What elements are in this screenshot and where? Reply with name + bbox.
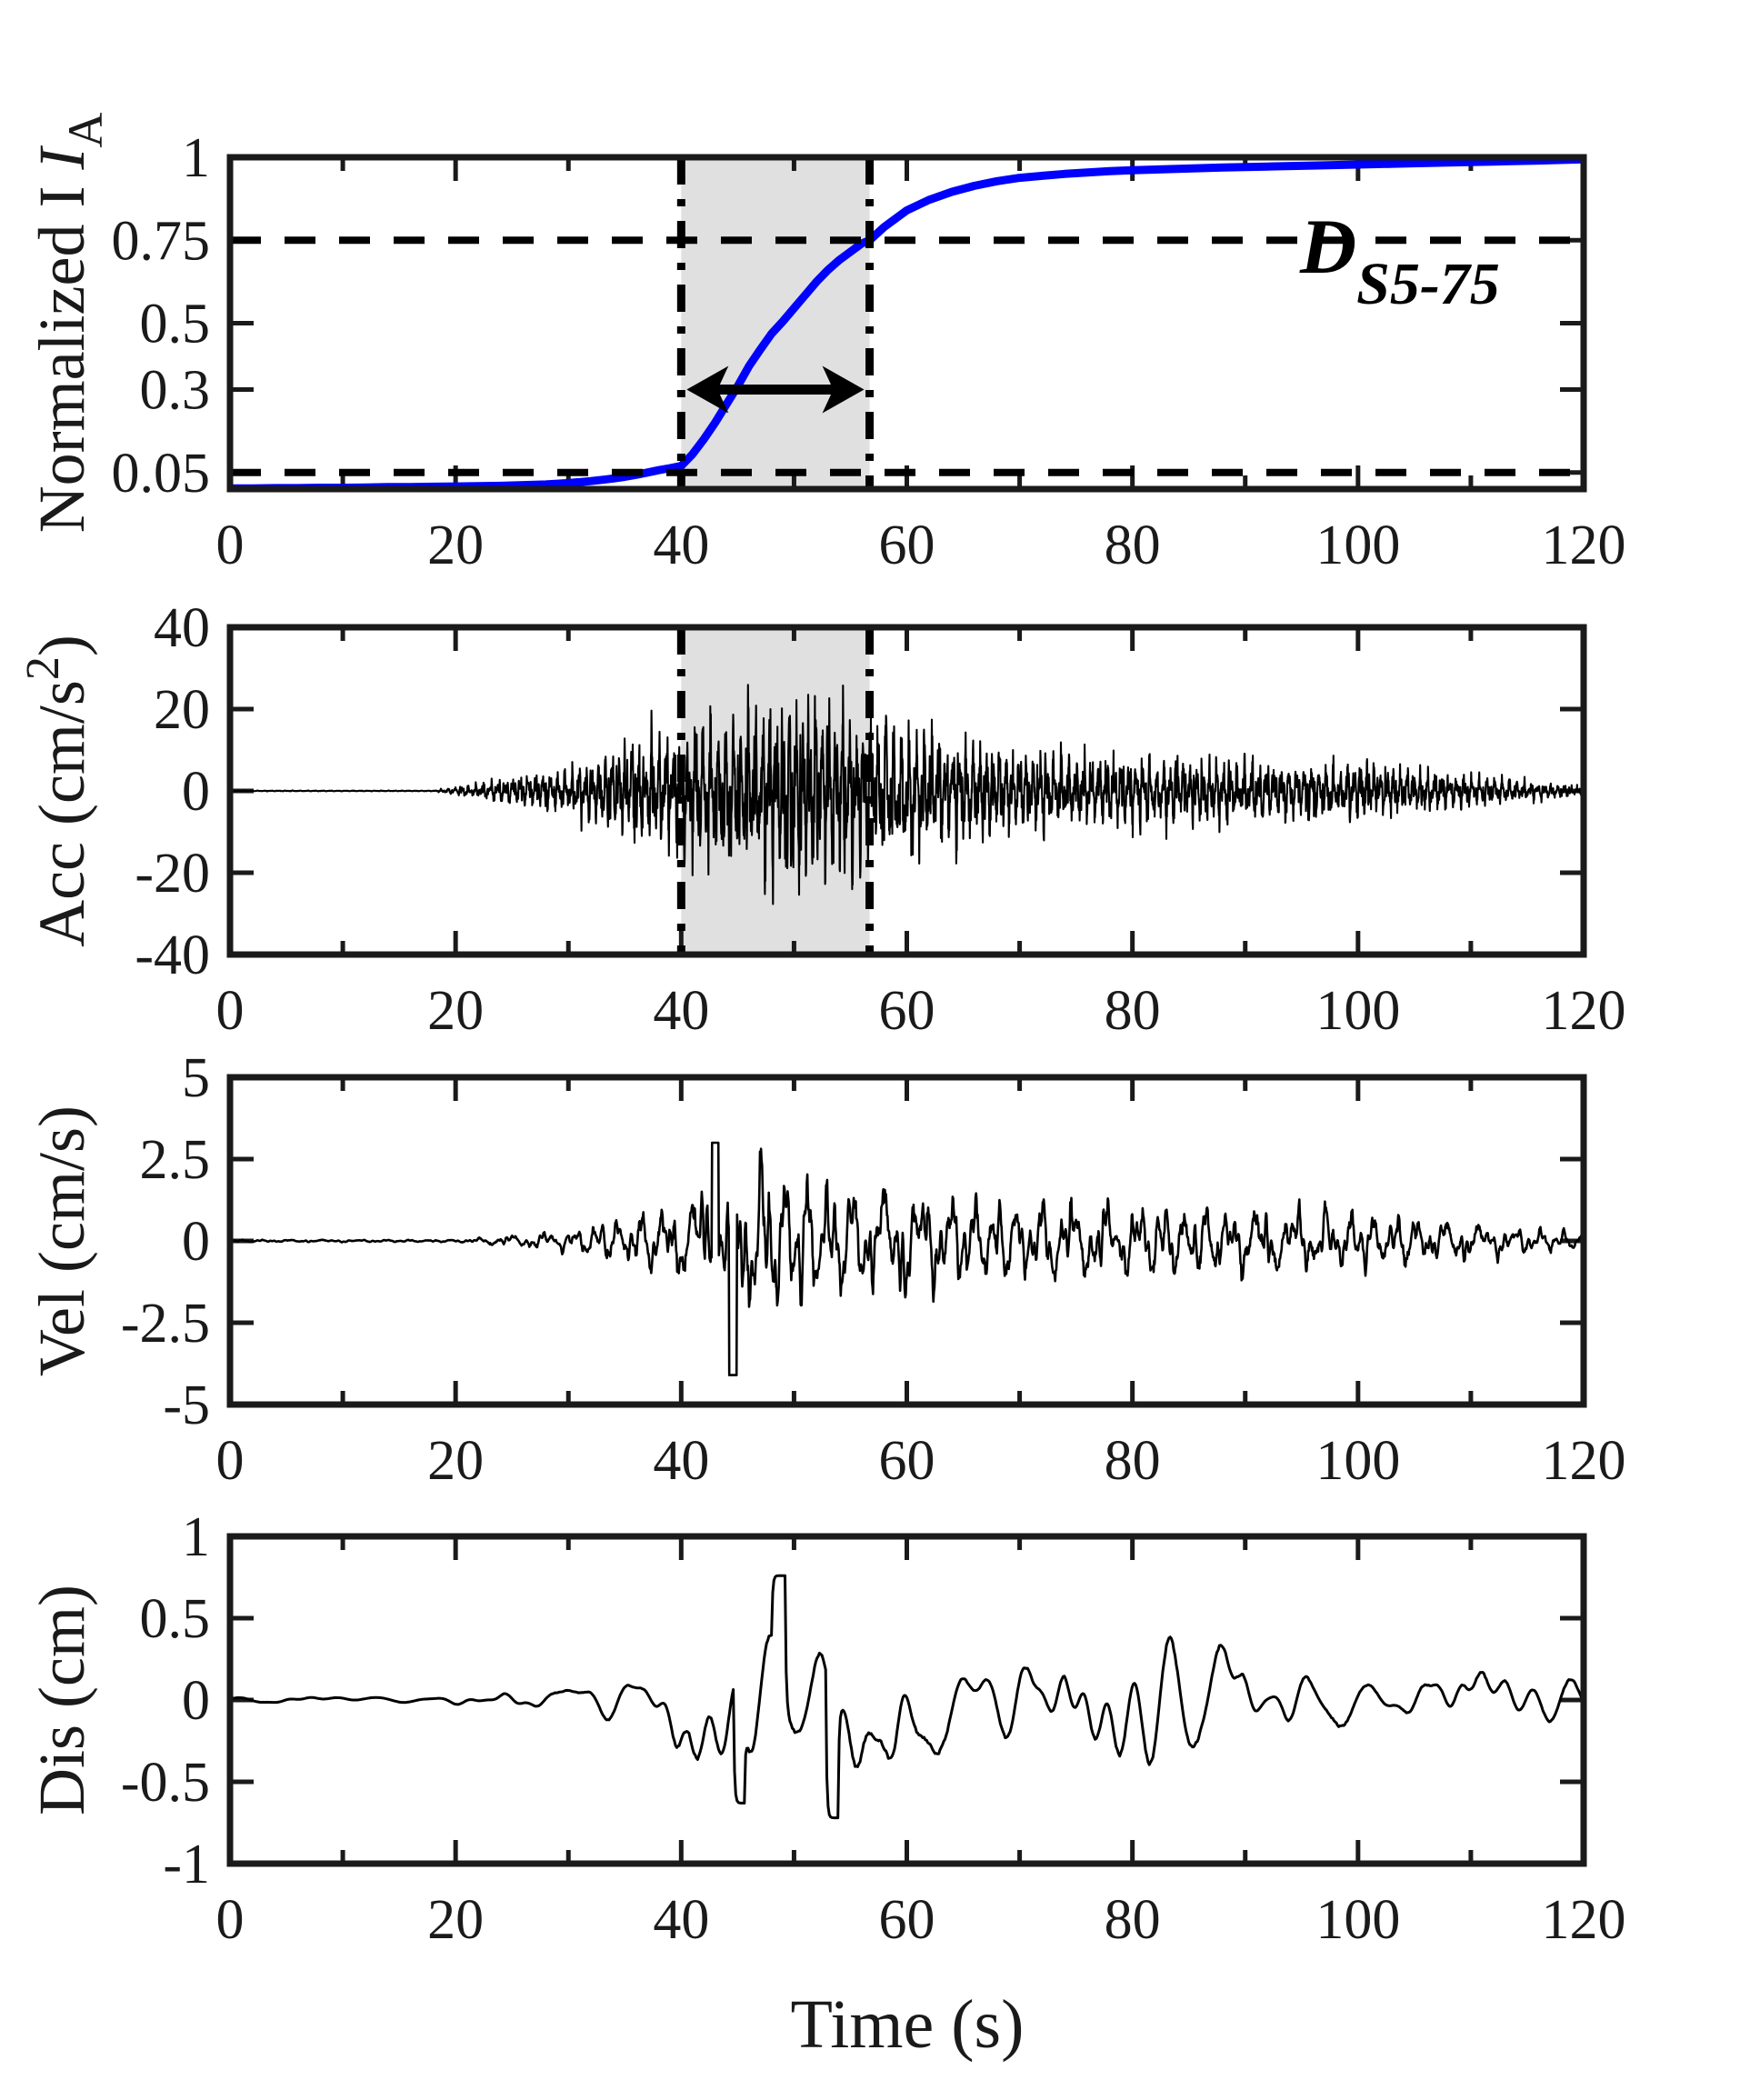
x-tick-label: 20 — [427, 980, 484, 1042]
x-tick-label: 120 — [1542, 1430, 1626, 1492]
y-tick-label: -2.5 — [121, 1293, 210, 1355]
x-tick-label: 120 — [1542, 515, 1626, 576]
x-tick-label: 100 — [1315, 515, 1400, 576]
ylabel-acceleration-text: Acc (cm/s2) — [17, 635, 98, 947]
ylabel-arias-part: I — [25, 145, 98, 171]
x-tick-label: 60 — [879, 980, 935, 1042]
y-tick-label: 0.5 — [140, 1588, 211, 1650]
y-tick-label: 0.75 — [112, 210, 211, 272]
y-tick-label: 5 — [182, 1047, 210, 1109]
series-group — [230, 1141, 1584, 1376]
ylabel-arias: Normalized I IA — [25, 113, 113, 534]
displacement-waveform — [230, 1574, 1584, 1820]
x-tick-label: 80 — [1105, 1430, 1161, 1492]
x-tick-label: 60 — [879, 1430, 935, 1492]
x-tick-label: 0 — [216, 515, 245, 576]
duration-annotation: DS5-75 — [1299, 203, 1500, 317]
y-tick-label: -1 — [163, 1834, 210, 1895]
y-tick-label: 2.5 — [140, 1129, 211, 1191]
arias-intensity-curve — [230, 157, 1584, 489]
duration-label-main: D — [1299, 203, 1356, 290]
x-tick-label: 60 — [879, 1889, 935, 1951]
series-group — [230, 1574, 1584, 1820]
x-tick-label: 80 — [1105, 1889, 1161, 1951]
x-tick-label: 0 — [216, 1430, 245, 1492]
series-group — [230, 157, 1584, 489]
ylabel-displacement-text: Dis (cm) — [25, 1585, 98, 1815]
y-tick-label: 0 — [182, 761, 210, 823]
y-tick-label: -0.5 — [121, 1752, 210, 1814]
x-tick-label: 40 — [653, 1430, 709, 1492]
x-tick-label: 120 — [1542, 980, 1626, 1042]
x-tick-label: 120 — [1542, 1889, 1626, 1951]
x-tick-label: 40 — [653, 1889, 709, 1951]
x-tick-label: 100 — [1315, 1430, 1400, 1492]
y-tick-label: -20 — [135, 843, 210, 905]
plot-box — [226, 154, 1587, 493]
panel-arias-intensity: 0 20 40 60 80 100 120 0.05 0.30.5 0.75 1 — [112, 127, 1626, 576]
x-tick-label: 100 — [1315, 980, 1400, 1042]
arrow-head-right — [822, 365, 865, 414]
ylabel-arias-part: Normalized I — [25, 170, 98, 534]
y-tick-label: 0 — [182, 1211, 210, 1273]
plot-box — [226, 1533, 1587, 1867]
x-tick-label: 80 — [1105, 515, 1161, 576]
plot-box — [226, 624, 1587, 958]
xlabel-time: Time (s) — [791, 1986, 1025, 2063]
velocity-waveform — [230, 1141, 1584, 1376]
ylabel-arias-part: A — [58, 113, 113, 148]
y-tick-label: -5 — [163, 1375, 210, 1436]
panel-displacement: 0 20 40 60 80 100 120 -1 -0.5 0 0.5 1 — [121, 1506, 1626, 1951]
x-tick-label: 40 — [653, 980, 709, 1042]
duration-double-arrow — [686, 365, 865, 414]
x-tick-label: 100 — [1315, 1889, 1400, 1951]
y-tick-label: -40 — [135, 925, 210, 986]
x-tick-label: 40 — [653, 515, 709, 576]
xlabel-time-text: Time (s) — [791, 1986, 1025, 2063]
y-tick-label: 20 — [154, 679, 210, 741]
y-tick-label: 0.3 — [140, 360, 211, 422]
ylabel-arias-text: Normalized I IA — [25, 113, 113, 534]
y-tick-label: 40 — [154, 597, 210, 659]
significant-duration-shading — [681, 157, 870, 489]
x-tick-label: 0 — [216, 1889, 245, 1951]
ylabel-acceleration-part: ) — [25, 635, 98, 656]
y-tick-label: 1 — [182, 1506, 210, 1568]
x-tick-label: 20 — [427, 1430, 484, 1492]
y-tick-label: 1 — [182, 127, 210, 189]
ylabel-velocity-part: Vel (cm/s) — [25, 1105, 98, 1376]
panel-velocity: 0 20 40 60 80 100 120 -5 -2.5 0 2.5 5 — [121, 1047, 1626, 1492]
series-group — [230, 684, 1584, 905]
duration-label: DS5-75 — [1299, 203, 1500, 317]
y-tick-label: 0.05 — [112, 443, 211, 505]
plot-box — [226, 1074, 1587, 1408]
ylabel-acceleration-part: 2 — [17, 656, 69, 680]
ylabel-displacement-part: Dis (cm) — [25, 1585, 98, 1815]
duration-label-subscript: S5-75 — [1356, 251, 1500, 317]
x-tick-label: 80 — [1105, 980, 1161, 1042]
x-tick-label: 20 — [427, 1889, 484, 1951]
x-tick-label: 0 — [216, 980, 245, 1042]
acceleration-waveform — [230, 684, 1584, 905]
ylabel-acceleration-part: Acc (cm/s — [25, 680, 98, 947]
ylabel-acceleration: Acc (cm/s2) — [17, 635, 98, 947]
ylabel-velocity-text: Vel (cm/s) — [25, 1105, 98, 1376]
x-tick-label: 20 — [427, 515, 484, 576]
arrow-head-left — [686, 365, 729, 414]
y-tick-label: 0 — [182, 1670, 210, 1732]
panel-acceleration: 0 20 40 60 80 100 120 -40 -20 0 20 40 — [135, 597, 1625, 1042]
x-tick-label: 60 — [879, 515, 935, 576]
ylabel-displacement: Dis (cm) — [25, 1585, 98, 1815]
y-tick-label: 0.5 — [140, 294, 211, 355]
ylabel-velocity: Vel (cm/s) — [25, 1105, 98, 1376]
